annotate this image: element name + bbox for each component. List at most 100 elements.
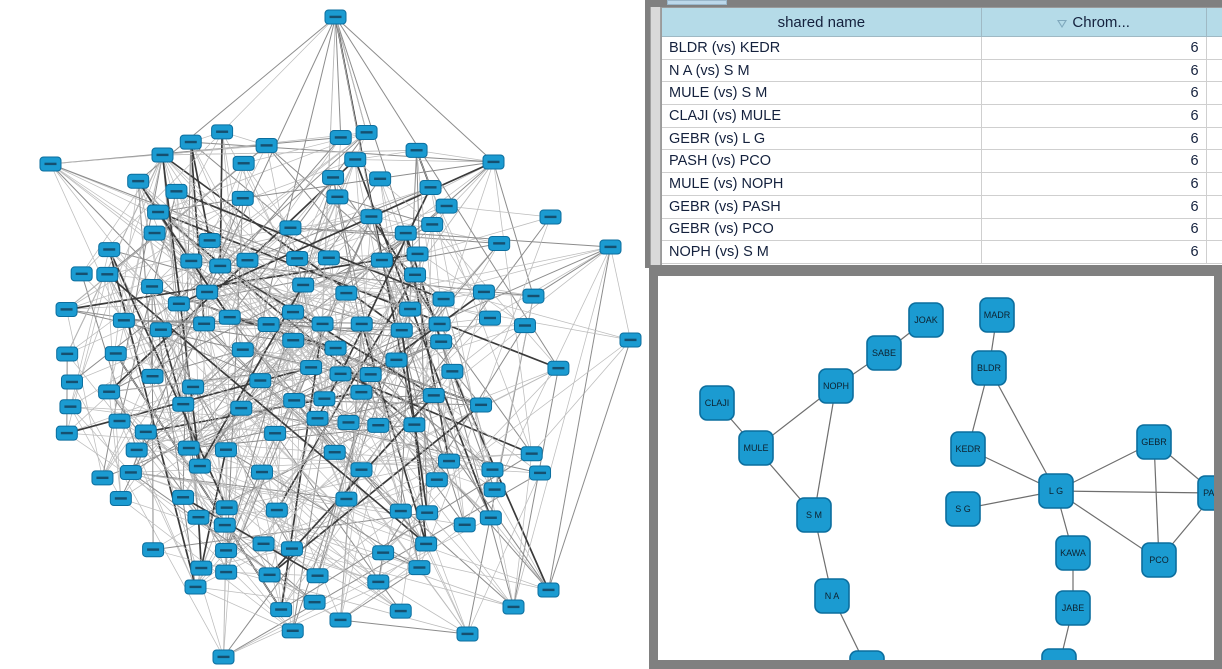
network-node[interactable]: [172, 396, 195, 412]
network-node[interactable]: [399, 301, 422, 317]
network-node[interactable]: [478, 310, 501, 326]
network-node[interactable]: L G: [1038, 473, 1074, 509]
network-node[interactable]: [104, 346, 127, 362]
node-shape[interactable]: [1055, 590, 1091, 626]
network-node[interactable]: [209, 258, 232, 274]
network-node[interactable]: [408, 560, 431, 576]
network-node[interactable]: [167, 296, 190, 312]
network-node[interactable]: [172, 489, 195, 505]
cell-start_point[interactable]: 36000000: [1206, 240, 1222, 264]
network-node[interactable]: [539, 209, 562, 225]
network-node[interactable]: [60, 374, 83, 390]
network-node[interactable]: [212, 649, 235, 665]
network-node[interactable]: [179, 134, 202, 150]
network-node[interactable]: [599, 239, 622, 255]
network-node[interactable]: [337, 415, 360, 431]
network-edge[interactable]: [1055, 490, 1214, 494]
network-node[interactable]: [470, 397, 493, 413]
table-row[interactable]: N A (vs) S M610000000140000006.6: [662, 59, 1222, 83]
network-node[interactable]: [329, 366, 352, 382]
network-node[interactable]: [188, 458, 211, 474]
network-node[interactable]: [404, 267, 427, 283]
network-edge[interactable]: [1153, 441, 1160, 561]
node-shape[interactable]: [796, 497, 832, 533]
table-row[interactable]: GEBR (vs) PASH636000000420000008.9: [662, 195, 1222, 219]
column-header-chromosome[interactable]: Chrom...: [981, 8, 1207, 37]
network-node[interactable]: [367, 417, 390, 433]
network-node[interactable]: [547, 360, 570, 376]
network-node[interactable]: [279, 220, 302, 236]
table-row[interactable]: MULE (vs) NOPH6350000004200000010.5: [662, 172, 1222, 196]
cell-start_point[interactable]: 30000000: [1206, 127, 1222, 151]
network-node[interactable]: [96, 266, 119, 282]
network-node[interactable]: [453, 517, 476, 533]
network-node[interactable]: [367, 574, 390, 590]
network-node[interactable]: [125, 442, 148, 458]
network-node[interactable]: [255, 137, 278, 153]
cell-start_point[interactable]: 36000000: [1206, 195, 1222, 219]
network-node[interactable]: [252, 536, 275, 552]
network-node[interactable]: [389, 603, 412, 619]
network-node[interactable]: [134, 424, 157, 440]
network-node[interactable]: [385, 352, 408, 368]
network-node[interactable]: [350, 384, 373, 400]
network-edge[interactable]: [988, 367, 1057, 492]
network-node[interactable]: [231, 342, 254, 358]
network-node[interactable]: [211, 124, 234, 140]
network-node[interactable]: [324, 340, 347, 356]
network-node[interactable]: [481, 462, 504, 478]
network-node[interactable]: [317, 250, 340, 266]
network-node[interactable]: [619, 332, 642, 348]
network-node[interactable]: [372, 545, 395, 561]
table-row[interactable]: BLDR (vs) KEDR61170000000192.0: [662, 36, 1222, 60]
cell-shared_name[interactable]: BLDR (vs) KEDR: [662, 36, 982, 60]
network-node[interactable]: [258, 567, 281, 583]
network-node[interactable]: [98, 242, 121, 258]
network-node[interactable]: [369, 171, 392, 187]
cell-shared_name[interactable]: MULE (vs) S M: [662, 81, 982, 106]
network-node[interactable]: MULE: [738, 430, 774, 466]
network-node[interactable]: [108, 413, 131, 429]
network-node[interactable]: [441, 363, 464, 379]
network-node[interactable]: [187, 509, 210, 525]
network-node[interactable]: [416, 505, 439, 521]
node-shape[interactable]: [818, 368, 854, 404]
network-node[interactable]: [350, 462, 373, 478]
cell-chromosome[interactable]: 6: [981, 240, 1207, 264]
network-node[interactable]: [456, 626, 479, 642]
network-node[interactable]: [119, 465, 142, 481]
node-shape[interactable]: [738, 430, 774, 466]
network-node[interactable]: [184, 579, 207, 595]
network-edge[interactable]: [813, 385, 837, 516]
network-node[interactable]: JOAK: [908, 302, 944, 338]
cell-chromosome[interactable]: 6: [981, 195, 1207, 219]
node-shape[interactable]: [971, 350, 1007, 386]
network-node[interactable]: [306, 568, 329, 584]
network-node[interactable]: [198, 232, 221, 248]
network-node[interactable]: N A: [814, 578, 850, 614]
network-node[interactable]: [472, 284, 495, 300]
node-shape[interactable]: [1136, 424, 1172, 460]
table-row[interactable]: CLAJI (vs) MULE625000000350000005.9: [662, 104, 1222, 128]
node-shape[interactable]: [945, 491, 981, 527]
network-node[interactable]: [182, 379, 205, 395]
network-node[interactable]: [127, 173, 150, 189]
network-node[interactable]: [215, 500, 238, 516]
node-shape[interactable]: [849, 650, 885, 660]
network-node[interactable]: [147, 204, 170, 220]
network-node[interactable]: [359, 366, 382, 382]
table-row[interactable]: GEBR (vs) PCO636000000420000008.4: [662, 218, 1222, 242]
network-node[interactable]: PCO: [1141, 542, 1177, 578]
network-node[interactable]: [141, 279, 164, 295]
network-node[interactable]: [300, 359, 323, 375]
network-node[interactable]: [249, 373, 272, 389]
dense-node-layer[interactable]: [39, 9, 642, 665]
network-node[interactable]: [250, 464, 273, 480]
network-node[interactable]: S M: [796, 497, 832, 533]
cell-start_point[interactable]: 25000000: [1206, 104, 1222, 128]
network-node[interactable]: [286, 250, 309, 266]
network-node[interactable]: [370, 252, 393, 268]
network-node[interactable]: CLAJI: [699, 385, 735, 421]
